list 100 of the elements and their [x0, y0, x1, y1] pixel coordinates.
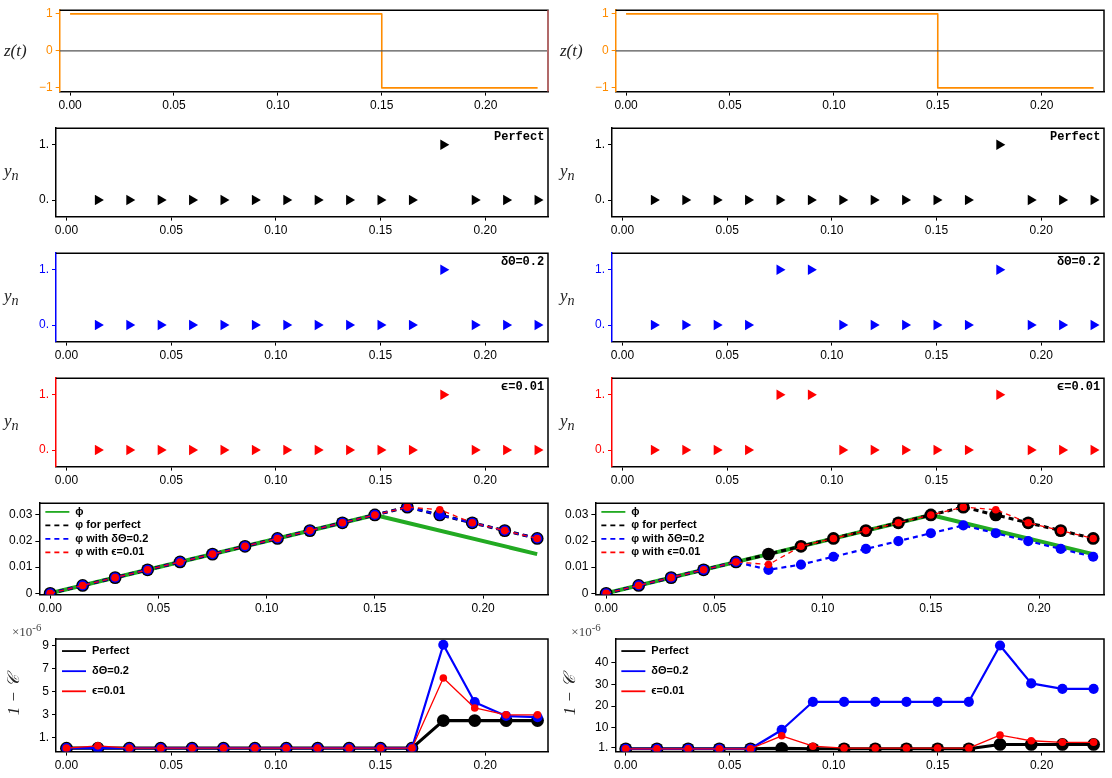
x-tick-label: 0.10: [822, 98, 846, 113]
x-tick-label: 0.20: [471, 601, 496, 616]
legend-label: Perfect: [92, 644, 130, 657]
x-tick-label: 0.05: [146, 601, 171, 616]
y-tick-label: 0.02: [9, 533, 33, 548]
x-tick-label: 0.10: [822, 758, 846, 773]
x-tick-label: 0.05: [715, 473, 740, 488]
x-tick-label: 0.10: [820, 473, 844, 488]
y-tick-label: −1: [38, 80, 53, 95]
legend-label: φ with δΘ=0.2: [631, 531, 705, 544]
y-tick-label: 0: [45, 43, 53, 58]
x-tick-label: 0.10: [264, 473, 288, 488]
legend-label: φ with δΘ=0.2: [75, 531, 149, 544]
y-tick-label: 0: [601, 43, 609, 58]
x-tick-label: 0.05: [715, 348, 740, 363]
annotation: ϵ=0.01: [1057, 380, 1101, 395]
y-tick-label: −1: [594, 80, 609, 95]
x-tick-label: 0.15: [370, 98, 394, 113]
x-tick-label: 0.05: [159, 473, 184, 488]
y-axis-title: y$_{n}$: [4, 410, 19, 435]
y-tick-label: 0.: [38, 317, 50, 332]
legend-label: φ with ϵ=0.01: [631, 545, 701, 558]
x-tick-label: 0.20: [473, 348, 498, 363]
annotation: ϵ=0.01: [501, 380, 545, 395]
x-tick-label: 0.05: [159, 758, 184, 773]
text: ×10$^{-6}$: [12, 621, 42, 641]
y-tick-label: 20: [594, 698, 609, 713]
x-tick-label: 0.00: [54, 758, 79, 773]
y-axis-title: z(t): [4, 40, 27, 61]
y-tick-label: 1.: [38, 730, 50, 745]
y-tick-label: 1.: [38, 387, 50, 402]
x-tick-label: 0.15: [926, 98, 950, 113]
x-tick-label: 0.00: [58, 98, 83, 113]
x-tick-label: 0.20: [473, 98, 498, 113]
legend-label: φ for perfect: [631, 518, 698, 531]
x-tick-label: 0.10: [264, 758, 288, 773]
x-tick-label: 0.05: [159, 348, 184, 363]
x-tick-label: 0.10: [820, 348, 844, 363]
y-tick-label: 0.01: [9, 559, 33, 574]
legend-label: δΘ=0.2: [92, 664, 129, 677]
y-tick-label: 0.: [594, 192, 606, 207]
y-tick-label: 1.: [594, 387, 606, 402]
x-tick-label: 0.00: [610, 223, 635, 238]
x-tick-label: 0.10: [266, 98, 290, 113]
y-axis-title: y$_{n}$: [560, 410, 575, 435]
y-axis-title: z(t): [560, 40, 583, 61]
x-tick-label: 0.15: [368, 758, 393, 773]
y-tick-label: 0: [25, 585, 33, 600]
legend-label: ϕ: [631, 504, 640, 517]
y-tick-label: 1.: [594, 262, 606, 277]
x-tick-label: 0.05: [159, 223, 184, 238]
annotation: Perfect: [494, 130, 545, 145]
x-tick-label: 0.05: [715, 223, 740, 238]
y-tick-label: 1: [601, 6, 609, 21]
y-axis-title: y$_{n}$: [4, 285, 19, 310]
legend-label: ϵ=0.01: [92, 684, 126, 697]
x-tick-label: 0.15: [368, 223, 393, 238]
x-tick-label: 0.00: [610, 348, 635, 363]
annotation: δΘ=0.2: [1057, 255, 1101, 270]
legend-label: ϕ: [75, 504, 84, 517]
y-tick-label: 5: [42, 684, 50, 699]
y-tick-label: 0.: [594, 442, 606, 457]
x-tick-label: 0.15: [919, 601, 943, 616]
y-tick-label: 0.01: [565, 559, 589, 574]
legend-label: δΘ=0.2: [651, 664, 689, 677]
x-tick-label: 0.00: [54, 473, 79, 488]
y-tick-label: 1.: [598, 739, 609, 754]
y-axis-title: y$_{n}$: [560, 160, 575, 185]
x-tick-label: 0.20: [1027, 601, 1052, 616]
y-tick-label: 0: [581, 585, 589, 600]
x-tick-label: 0.00: [54, 223, 79, 238]
y-tick-label: 1.: [594, 137, 606, 152]
x-tick-label: 0.20: [1029, 98, 1054, 113]
x-tick-label: 0.20: [1029, 348, 1054, 363]
x-tick-label: 0.00: [594, 601, 619, 616]
y-tick-label: 1.: [38, 137, 50, 152]
y-tick-label: 0.03: [565, 507, 589, 522]
x-tick-label: 0.10: [254, 601, 279, 616]
x-tick-label: 0.10: [264, 348, 288, 363]
y-tick-label: 0.: [38, 192, 50, 207]
y-tick-label: 40: [594, 655, 609, 670]
legend-label: Perfect: [651, 644, 689, 657]
x-tick-label: 0.00: [38, 601, 63, 616]
y-tick-label: 1.: [38, 262, 50, 277]
y-axis-title: y$_{n}$: [560, 285, 575, 310]
x-tick-label: 0.05: [718, 98, 742, 113]
y-tick-label: 0.02: [565, 533, 589, 548]
x-tick-label: 0.15: [363, 601, 387, 616]
annotation: δΘ=0.2: [501, 255, 545, 270]
x-tick-label: 0.15: [368, 348, 393, 363]
y-axis-title: y$_{n}$: [4, 160, 19, 185]
x-tick-label: 0.00: [54, 348, 79, 363]
x-tick-label: 0.10: [264, 223, 288, 238]
y-tick-label: 1: [45, 6, 53, 21]
y-tick-label: 0.: [594, 317, 606, 332]
x-tick-label: 0.15: [924, 223, 949, 238]
legend-label: φ for perfect: [75, 518, 142, 531]
x-tick-label: 0.15: [924, 348, 949, 363]
x-tick-label: 0.20: [473, 473, 498, 488]
y-tick-label: 3: [42, 707, 50, 722]
